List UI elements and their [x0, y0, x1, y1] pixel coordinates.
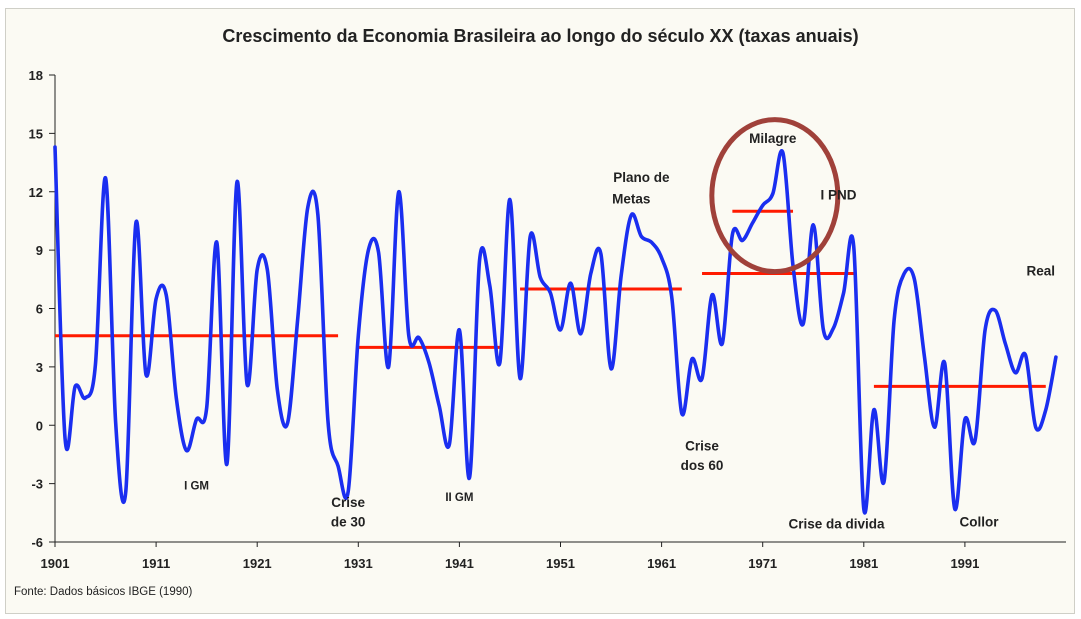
y-tick-label: 15: [29, 126, 43, 141]
annotation-label: dos 60: [681, 458, 724, 473]
x-tick-label: 1951: [546, 556, 575, 571]
growth-rate-line: [53, 145, 1058, 515]
y-tick-label: 6: [36, 302, 43, 317]
annotation-label: Crise: [685, 439, 719, 454]
y-tick-label: 12: [29, 185, 43, 200]
annotation-label: Crise: [331, 495, 365, 510]
annotation-label: Collor: [960, 514, 1000, 529]
x-tick-label: 1901: [41, 556, 70, 571]
annotation-label: Plano de: [613, 170, 670, 185]
y-tick-label: 9: [36, 243, 43, 258]
annotation-label: Crise da divida: [788, 516, 885, 531]
annotation-label: de 30: [331, 514, 366, 529]
annotation-label: Milagre: [749, 131, 797, 146]
source-note: Fonte: Dados básicos IBGE (1990): [14, 586, 193, 598]
milagre-highlight-circle: [709, 117, 841, 275]
annotation-label: I PND: [821, 188, 857, 203]
x-tick-label: 1961: [647, 556, 676, 571]
y-tick-label: -6: [31, 535, 43, 550]
x-tick-label: 1971: [748, 556, 777, 571]
y-tick-label: 0: [36, 418, 43, 433]
annotation-label: Real: [1026, 263, 1055, 278]
x-tick-label: 1911: [142, 556, 170, 571]
x-tick-label: 1981: [849, 556, 878, 571]
chart-title: Crescimento da Economia Brasileira ao lo…: [222, 26, 859, 46]
x-tick-label: 1921: [243, 556, 272, 571]
x-tick-label: 1941: [445, 556, 474, 571]
annotation-label: II GM: [445, 492, 473, 504]
x-tick-label: 1991: [950, 556, 979, 571]
x-tick-label: 1931: [344, 556, 373, 571]
y-tick-label: -3: [31, 477, 43, 492]
annotation-label: Metas: [612, 191, 650, 206]
y-tick-label: 18: [29, 68, 43, 83]
annotation-label: I GM: [184, 480, 209, 492]
y-tick-label: 3: [36, 360, 43, 375]
